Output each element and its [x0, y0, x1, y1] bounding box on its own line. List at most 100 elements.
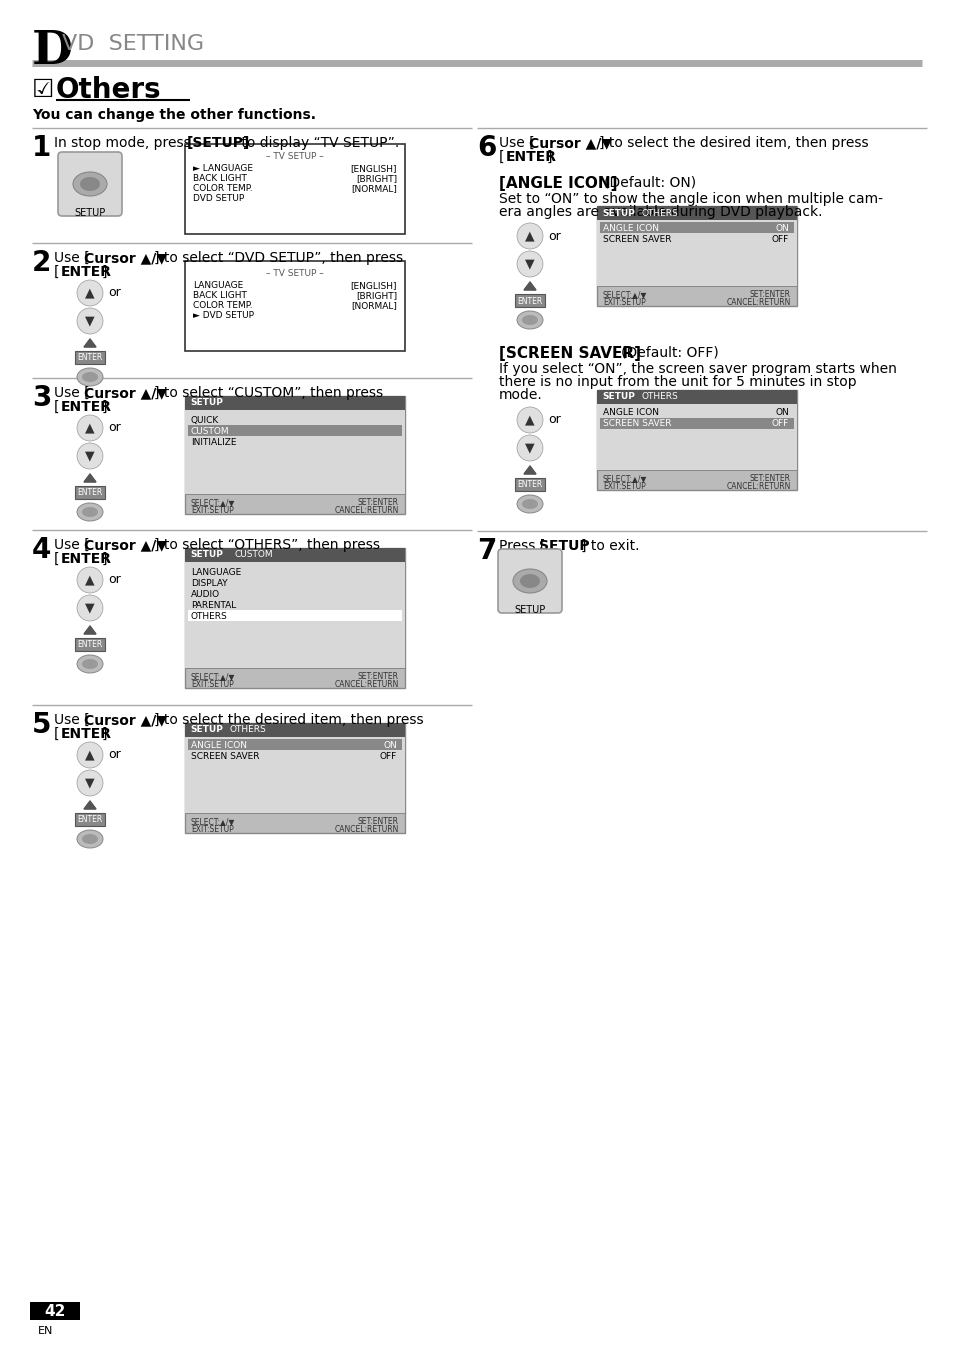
Text: Use [: Use [: [54, 386, 90, 400]
Text: [: [: [54, 266, 59, 279]
FancyBboxPatch shape: [58, 152, 122, 216]
Text: SETUP: SETUP: [601, 392, 634, 402]
Text: SETUP: SETUP: [190, 725, 223, 735]
Text: SELECT:▲/▼: SELECT:▲/▼: [191, 817, 235, 826]
Text: VD  SETTING: VD SETTING: [62, 34, 204, 54]
Text: [NORMAL]: [NORMAL]: [351, 301, 396, 310]
Text: or: or: [108, 748, 121, 762]
Text: SELECT:▲/▼: SELECT:▲/▼: [191, 673, 235, 681]
Text: QUICK: QUICK: [191, 417, 219, 425]
Text: ON: ON: [383, 741, 396, 749]
Bar: [75, 813, 105, 826]
Text: OTHERS: OTHERS: [641, 209, 678, 217]
Polygon shape: [84, 338, 96, 346]
Text: OTHERS: OTHERS: [191, 612, 228, 621]
Text: PARENTAL: PARENTAL: [191, 601, 236, 611]
Polygon shape: [523, 282, 536, 290]
Bar: [185, 737, 405, 813]
Text: ▲: ▲: [85, 748, 94, 762]
Text: era angles are available during DVD playback.: era angles are available during DVD play…: [498, 205, 821, 218]
Ellipse shape: [513, 569, 546, 593]
Polygon shape: [523, 466, 536, 474]
Bar: [185, 262, 405, 350]
Text: EXIT:SETUP: EXIT:SETUP: [191, 825, 233, 834]
Text: ANGLE ICON: ANGLE ICON: [602, 408, 659, 417]
Bar: [599, 418, 793, 429]
Text: EXIT:SETUP: EXIT:SETUP: [602, 483, 645, 491]
Text: ENTER: ENTER: [77, 640, 103, 650]
Ellipse shape: [77, 503, 103, 520]
Text: ▲: ▲: [85, 287, 94, 299]
Text: ▼: ▼: [85, 449, 94, 462]
Polygon shape: [84, 474, 96, 483]
Text: ▼: ▼: [85, 314, 94, 328]
Text: or: or: [108, 287, 121, 299]
Text: ].: ].: [546, 150, 557, 164]
Text: ON: ON: [775, 408, 788, 417]
Text: EXIT:SETUP: EXIT:SETUP: [602, 298, 645, 307]
Text: ON: ON: [775, 224, 788, 233]
Text: or: or: [547, 414, 560, 426]
Text: CANCEL:RETURN: CANCEL:RETURN: [335, 679, 398, 689]
Text: or: or: [108, 422, 121, 434]
Text: SET:ENTER: SET:ENTER: [749, 474, 790, 483]
Text: ANGLE ICON: ANGLE ICON: [191, 741, 247, 749]
Circle shape: [77, 415, 103, 441]
Text: SETUP: SETUP: [514, 605, 545, 615]
Text: OTHERS: OTHERS: [641, 392, 678, 402]
Bar: [185, 549, 405, 687]
Text: to display “TV SETUP”.: to display “TV SETUP”.: [236, 136, 399, 150]
Text: 42: 42: [44, 1304, 66, 1318]
Ellipse shape: [77, 830, 103, 848]
Text: CUSTOM: CUSTOM: [191, 427, 230, 435]
Text: 3: 3: [32, 384, 51, 412]
Text: [ANGLE ICON]: [ANGLE ICON]: [498, 177, 617, 191]
Ellipse shape: [517, 495, 542, 514]
Circle shape: [517, 407, 542, 433]
Text: DISPLAY: DISPLAY: [191, 580, 228, 588]
Text: ].: ].: [102, 727, 112, 741]
Bar: [185, 549, 405, 562]
Ellipse shape: [80, 177, 100, 191]
Text: COLOR TEMP.: COLOR TEMP.: [193, 301, 253, 310]
Text: SETUP: SETUP: [74, 208, 106, 218]
Text: Cursor ▲/▼: Cursor ▲/▼: [84, 251, 167, 266]
Text: Use [: Use [: [54, 538, 90, 551]
Text: [: [: [54, 400, 59, 414]
Text: D: D: [32, 28, 73, 74]
Bar: [515, 479, 544, 491]
Ellipse shape: [517, 311, 542, 329]
Ellipse shape: [82, 372, 98, 381]
Text: ENTER: ENTER: [77, 488, 103, 497]
Text: [ENGLISH]: [ENGLISH]: [350, 280, 396, 290]
Bar: [185, 396, 405, 410]
Text: ENTER: ENTER: [505, 150, 557, 164]
Circle shape: [77, 770, 103, 797]
Circle shape: [77, 443, 103, 469]
Text: mode.: mode.: [498, 388, 542, 402]
Text: SELECT:▲/▼: SELECT:▲/▼: [191, 497, 235, 507]
Ellipse shape: [82, 659, 98, 669]
Text: AUDIO: AUDIO: [191, 590, 220, 599]
Text: ▲: ▲: [525, 229, 535, 243]
Text: SCREEN SAVER: SCREEN SAVER: [191, 752, 259, 762]
Circle shape: [517, 435, 542, 461]
Text: ] to select “DVD SETUP”, then press: ] to select “DVD SETUP”, then press: [153, 251, 403, 266]
Text: 1: 1: [32, 133, 51, 162]
Text: SELECT:▲/▼: SELECT:▲/▼: [602, 290, 647, 299]
Text: Use [: Use [: [498, 136, 534, 150]
Text: CANCEL:RETURN: CANCEL:RETURN: [335, 825, 398, 834]
Text: SET:ENTER: SET:ENTER: [357, 497, 398, 507]
Text: [SETUP]: [SETUP]: [187, 136, 250, 150]
Text: Others: Others: [56, 75, 161, 104]
Ellipse shape: [73, 173, 107, 195]
Bar: [185, 562, 405, 669]
Text: [: [: [54, 727, 59, 741]
Text: You can change the other functions.: You can change the other functions.: [32, 108, 315, 123]
Bar: [185, 396, 405, 514]
Bar: [75, 350, 105, 364]
Text: ENTER: ENTER: [61, 266, 112, 279]
Bar: [599, 222, 793, 233]
Text: Use [: Use [: [54, 713, 90, 727]
Circle shape: [77, 568, 103, 593]
